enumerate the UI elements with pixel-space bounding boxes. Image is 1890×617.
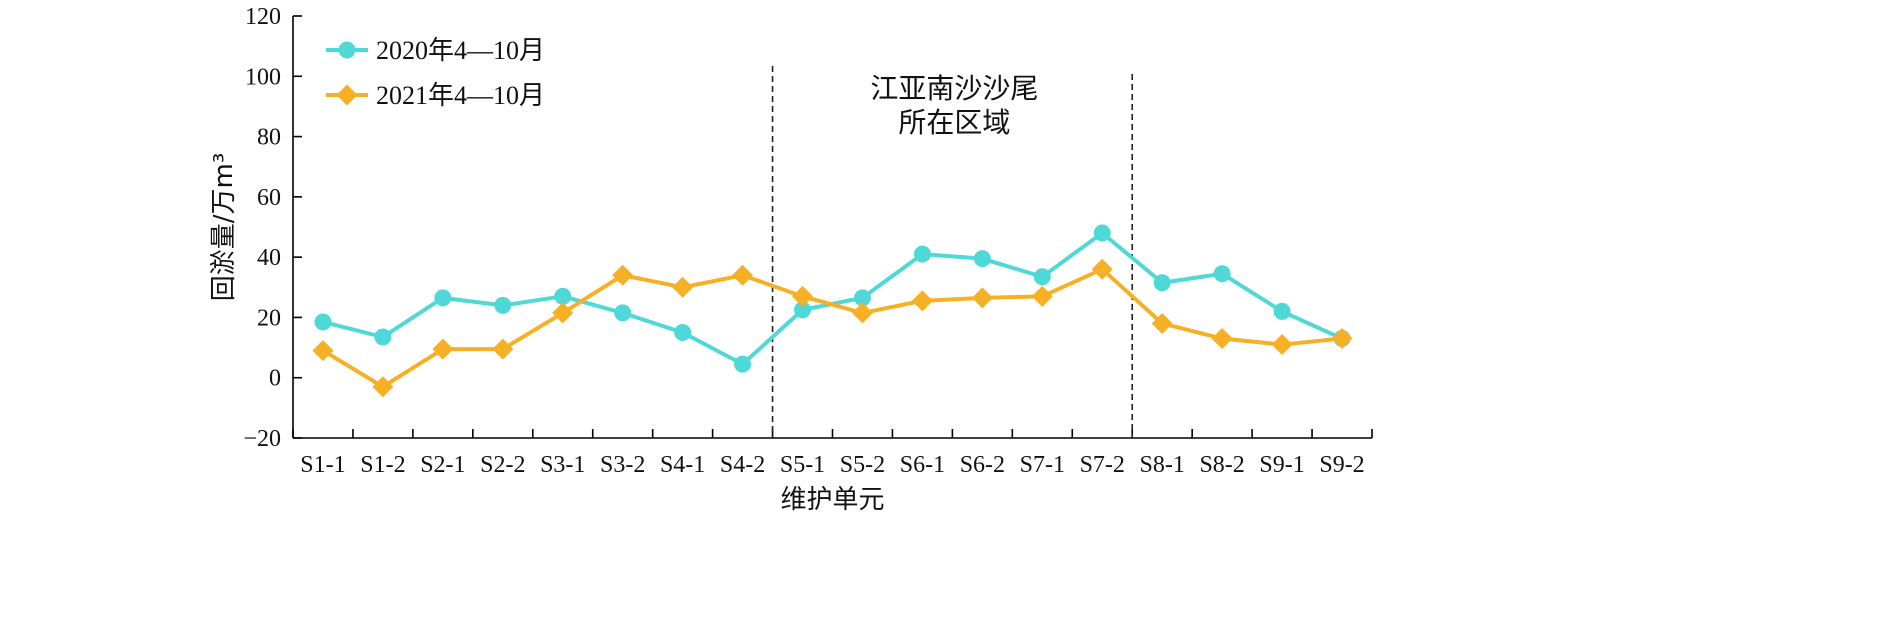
x-tick-label: S5-1 (780, 452, 825, 478)
x-tick-label: S2-1 (420, 452, 465, 478)
x-tick-label: S9-2 (1319, 452, 1364, 478)
x-tick-label: S6-1 (900, 452, 945, 478)
series-2-point (1151, 312, 1173, 334)
series-1-point (1273, 302, 1291, 320)
series-1-point (734, 355, 752, 373)
series-1-point (973, 250, 991, 268)
series-2-point (1031, 285, 1053, 307)
series-1-point (1093, 224, 1111, 242)
series-1-point (1153, 274, 1171, 292)
y-axis-title: 回淤量/万m³ (209, 153, 239, 302)
series-2-point (312, 340, 334, 362)
legend-swatch-marker (336, 84, 358, 106)
annotation-line: 所在区域 (898, 106, 1010, 139)
y-tick-label: −20 (243, 426, 281, 452)
y-tick-label: 120 (245, 4, 281, 30)
series-layer (312, 224, 1353, 398)
y-tick-label: 100 (245, 64, 281, 90)
series-1-point (853, 289, 871, 307)
x-tick-label: S8-1 (1140, 452, 1185, 478)
y-tick-label: 40 (257, 245, 281, 271)
series-2-point (552, 302, 574, 324)
series-2-point (971, 287, 993, 309)
series-2-point (1091, 258, 1113, 280)
series-2-point (911, 290, 933, 312)
x-tick-label: S9-1 (1259, 452, 1304, 478)
series-2-point (851, 302, 873, 324)
series-1-point (374, 328, 392, 346)
x-tick-label: S2-2 (480, 452, 525, 478)
series-2-point (1271, 334, 1293, 356)
x-tick-label: S3-1 (540, 452, 585, 478)
series-1-point (1033, 268, 1051, 286)
y-tick-label: 60 (257, 185, 281, 211)
series-1-point (614, 304, 632, 322)
series-1-point (434, 289, 452, 307)
series-1-point (554, 287, 572, 305)
x-tick-label: S4-1 (660, 452, 705, 478)
series-1-point (1213, 265, 1231, 283)
axes: −20 0 20 40 60 80 100 120 S1-1 S1-2 S2-1 S2-2 S3-1 S3… (243, 4, 1373, 478)
x-tick-label: S8-2 (1199, 452, 1244, 478)
legend: 2020年4—10月 2021年4—10月 (326, 36, 545, 110)
y-tick-label: 80 (257, 125, 281, 151)
series-1-point (314, 313, 332, 331)
x-tick-label: S1-1 (300, 452, 345, 478)
x-tick-label: S7-1 (1020, 452, 1065, 478)
x-tick-label: S7-2 (1080, 452, 1125, 478)
series-2-point (1331, 328, 1353, 350)
legend-swatch-marker (338, 41, 356, 59)
series-2-point (612, 264, 634, 286)
series-2-line (321, 267, 1343, 389)
series-1-point (913, 245, 931, 263)
annotation-line: 江亚南沙沙尾 (870, 72, 1038, 105)
series-2-point (372, 376, 394, 398)
x-tick-label: S1-2 (360, 452, 405, 478)
series-2-point (732, 264, 754, 286)
series-1-point (494, 296, 512, 314)
x-axis-title: 维护单元 (780, 485, 884, 515)
series-2 (312, 258, 1353, 398)
series-2-point (672, 276, 694, 298)
x-tick-label: S5-2 (840, 452, 885, 478)
series-2-point (792, 285, 814, 307)
legend-label: 2021年4—10月 (376, 81, 545, 110)
x-tick-label: S3-2 (600, 452, 645, 478)
series-1-point (674, 324, 692, 341)
y-tick-label: 20 (257, 305, 281, 331)
x-tick-label: S4-2 (720, 452, 765, 478)
series-2-point (492, 338, 514, 360)
y-tick-label: 0 (269, 366, 281, 392)
series-2-point (1211, 328, 1233, 350)
series-1-point (794, 301, 812, 319)
legend-label: 2020年4—10月 (376, 36, 545, 65)
series-2-point (432, 338, 454, 360)
series-1-line (322, 231, 1343, 367)
x-tick-label: S6-2 (960, 452, 1005, 478)
